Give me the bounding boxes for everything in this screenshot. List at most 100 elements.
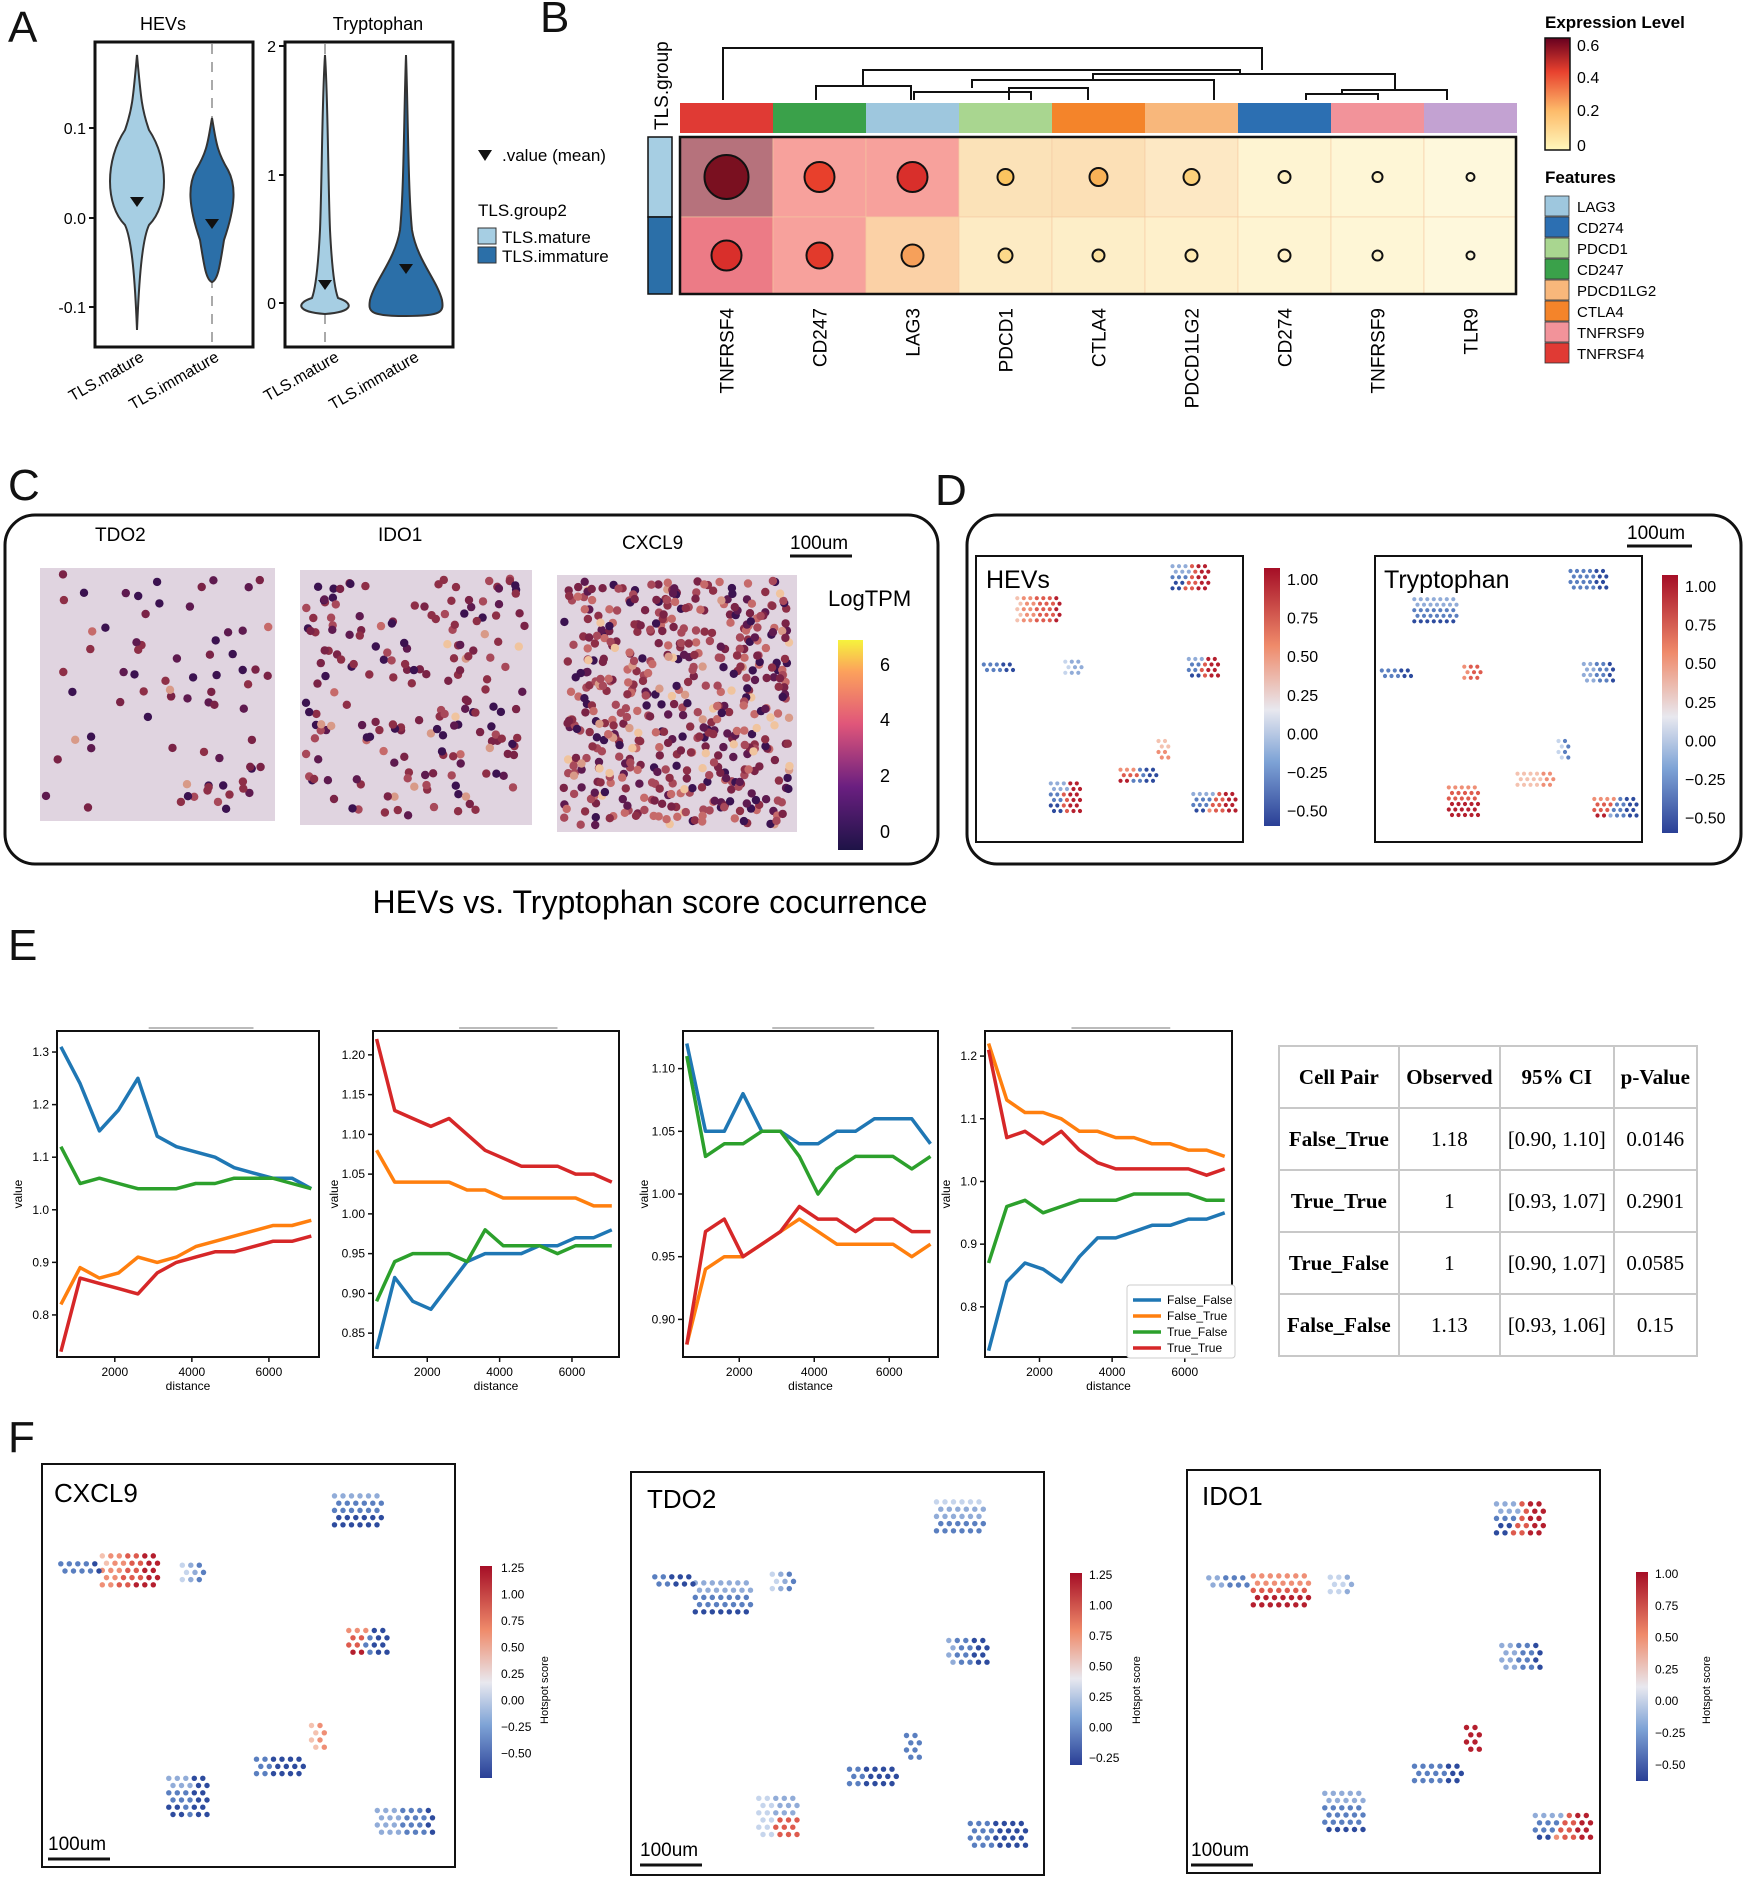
hotspot-dot xyxy=(1447,602,1453,607)
hotspot-dot xyxy=(1425,619,1430,624)
score-tick: 0.25 xyxy=(1287,688,1318,705)
hotspot-dot xyxy=(1547,782,1553,787)
hotspot-dot xyxy=(1451,597,1456,602)
hotspot-dot xyxy=(1250,1602,1257,1608)
hotspot-dot xyxy=(1301,1587,1308,1594)
tissue-spot xyxy=(643,668,653,678)
tissue-spot xyxy=(761,704,770,714)
hotspot-dot xyxy=(1014,1828,1020,1834)
hotspot-dot xyxy=(317,1722,323,1729)
hotspot-dot xyxy=(1230,802,1235,808)
hotspot-dot xyxy=(331,1522,338,1528)
tissue-spot xyxy=(447,771,456,780)
tissue-spot xyxy=(691,594,700,603)
hotspot-dot xyxy=(1420,1763,1426,1769)
hotspot-dot xyxy=(1476,1732,1483,1738)
tissue-spot xyxy=(451,712,460,721)
hotspot-dot xyxy=(1587,579,1593,585)
tissue-spot xyxy=(414,716,424,725)
tissue-spot xyxy=(592,631,602,640)
hotspot-dot xyxy=(690,1581,696,1587)
y-tick: 1.20 xyxy=(342,1048,366,1062)
tissue-spot xyxy=(451,582,461,592)
tissue-spot xyxy=(747,730,757,739)
tissue-spot xyxy=(693,708,702,717)
hotspot-dot xyxy=(1502,1501,1508,1507)
hotspot-dot xyxy=(270,1756,277,1762)
hotspot-dot xyxy=(1578,585,1583,590)
hotspot-dot xyxy=(971,1652,978,1658)
hotspot-dot xyxy=(1458,1770,1465,1777)
tissue-spot xyxy=(716,768,725,777)
hotspot-dot xyxy=(1240,1575,1246,1581)
hotspot-dot xyxy=(108,1553,114,1559)
hotspot-dot xyxy=(1493,1515,1500,1522)
score-tick: 1.00 xyxy=(1685,579,1716,596)
tissue-spot xyxy=(440,709,449,719)
hotspot-dot xyxy=(1594,568,1599,574)
tissue-spot xyxy=(733,651,742,660)
tissue-spot xyxy=(583,644,592,653)
hotspot-dot xyxy=(958,1659,965,1665)
hotspot-dot xyxy=(363,1627,369,1634)
tissue-spot xyxy=(664,641,673,650)
tissue-spot xyxy=(349,659,358,669)
hotspot-dot xyxy=(1601,672,1606,678)
hotspot-dot xyxy=(950,1513,957,1520)
hotspot-dot xyxy=(1510,1530,1517,1536)
hotspot-dot xyxy=(1624,807,1629,813)
hotspot-dot xyxy=(1437,1763,1443,1769)
hotspot-dot xyxy=(331,1507,338,1514)
hotspot-dot xyxy=(1507,1657,1514,1663)
tissue-spot xyxy=(155,599,164,608)
feature-legend-label: CD247 xyxy=(1577,262,1624,279)
hotspot-dot xyxy=(344,1500,351,1506)
hotspot-dot xyxy=(191,1775,198,1782)
x-tick: 6000 xyxy=(559,1365,586,1379)
feature-legend-swatch xyxy=(1544,258,1570,280)
hotspot-dot xyxy=(1197,802,1202,808)
tissue-spot xyxy=(389,673,398,682)
hotspot-dot xyxy=(361,1514,368,1521)
hotspot-dot xyxy=(1519,1530,1525,1536)
tissue-spot xyxy=(753,651,762,660)
hotspot-dot xyxy=(404,1815,410,1821)
hotspot-dot xyxy=(1021,618,1026,623)
hotspot-dot xyxy=(1137,767,1143,772)
tissue-spot xyxy=(302,603,311,613)
hotspot-dot xyxy=(1196,575,1201,580)
hotspot-dot xyxy=(1431,597,1436,602)
hotspot-dot xyxy=(1597,574,1602,579)
hotspot-dot xyxy=(967,1645,973,1651)
tissue-spot xyxy=(623,690,632,699)
panel-f-title: IDO1 xyxy=(1202,1481,1263,1511)
tissue-spot xyxy=(773,709,783,718)
hotspot-dot xyxy=(696,1587,703,1593)
hotspot-dot xyxy=(933,1528,940,1534)
tissue-spot xyxy=(725,797,735,806)
tissue-spot xyxy=(329,584,338,593)
hotspot-dot xyxy=(1583,1827,1590,1833)
hotspot-dot xyxy=(1601,813,1607,818)
hotspot-dot xyxy=(778,1585,784,1592)
hotspot-dot xyxy=(1356,1805,1362,1811)
tissue-spot xyxy=(746,617,755,626)
tissue-spot xyxy=(409,665,419,675)
hotspot-dot xyxy=(1506,1522,1513,1529)
tissue-spot xyxy=(478,597,488,606)
tissue-spot xyxy=(716,642,725,651)
hotspot-dot xyxy=(1399,668,1404,673)
tissue-spot xyxy=(244,583,253,592)
hotspot-dot xyxy=(1463,1724,1470,1731)
tissue-spot xyxy=(633,627,642,636)
hotspot-dot xyxy=(378,1514,385,1521)
hotspot-dot xyxy=(146,1560,152,1566)
hotspot-dot xyxy=(1194,797,1199,802)
hotspot-dot xyxy=(340,1507,346,1514)
hotspot-dot xyxy=(188,1576,194,1583)
hotspot-dot xyxy=(1293,1602,1299,1608)
scalebar-label: 100um xyxy=(640,1840,698,1861)
hotspot-dot xyxy=(1280,1580,1286,1586)
hotspot-dot xyxy=(1199,667,1204,673)
tissue-spot xyxy=(185,602,195,611)
